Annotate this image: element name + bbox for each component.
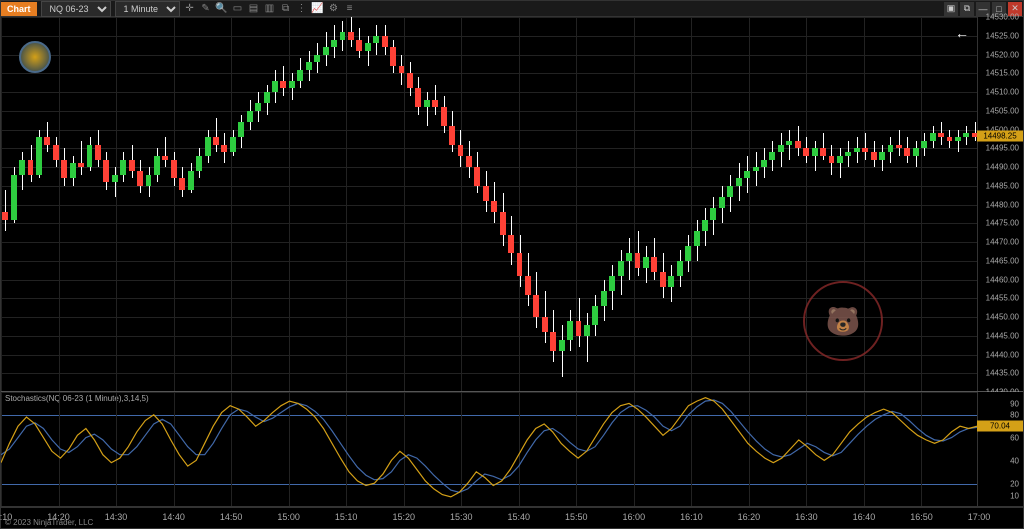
watermark-logo-icon: 🐻 xyxy=(803,281,883,361)
price-panel[interactable]: 14430.0014435.0014440.0014445.0014450.00… xyxy=(1,17,1023,392)
chart-style-icon[interactable]: 📈 xyxy=(311,2,325,16)
settings-icon[interactable]: ⚙ xyxy=(327,2,341,16)
interval-select[interactable]: 1 Minute xyxy=(115,1,180,17)
link-icon[interactable]: ⧉ xyxy=(960,2,974,16)
instrument-select[interactable]: NQ 06-23 xyxy=(41,1,111,17)
stoch-yaxis[interactable]: 10204060809070.04 xyxy=(977,392,1023,506)
chart-window: Chart NQ 06-23 1 Minute ✛ ✎ 🔍 ▭ ▤ ▥ ⧉ ⋮ … xyxy=(0,0,1024,529)
chart-main: 14430.0014435.0014440.0014445.0014450.00… xyxy=(1,17,1023,529)
tool1-icon[interactable]: ▭ xyxy=(231,2,245,16)
list-icon[interactable]: ≡ xyxy=(343,2,357,16)
tool4-icon[interactable]: ⧉ xyxy=(279,2,293,16)
back-arrow-icon[interactable]: ← xyxy=(955,25,969,41)
crosshair-icon[interactable]: ✛ xyxy=(183,2,197,16)
time-axis[interactable]: © 2023 NinjaTrader, LLC 14:1014:2014:301… xyxy=(1,507,1023,529)
tool2-icon[interactable]: ▤ xyxy=(247,2,261,16)
indicator-icon[interactable]: ⋮ xyxy=(295,2,309,16)
toolbar: Chart NQ 06-23 1 Minute ✛ ✎ 🔍 ▭ ▤ ▥ ⧉ ⋮ … xyxy=(1,1,1023,17)
broker-logo-icon xyxy=(19,41,51,73)
draw-icon[interactable]: ✎ xyxy=(199,2,213,16)
zoom-icon[interactable]: 🔍 xyxy=(215,2,229,16)
price-yaxis[interactable]: 14430.0014435.0014440.0014445.0014450.00… xyxy=(977,17,1023,391)
tool3-icon[interactable]: ▥ xyxy=(263,2,277,16)
stochastics-panel[interactable]: Stochastics(NQ 06-23 (1 Minute),3,14,5) … xyxy=(1,392,1023,507)
pin-icon[interactable]: ▣ xyxy=(944,2,958,16)
chart-tab[interactable]: Chart xyxy=(1,2,37,16)
